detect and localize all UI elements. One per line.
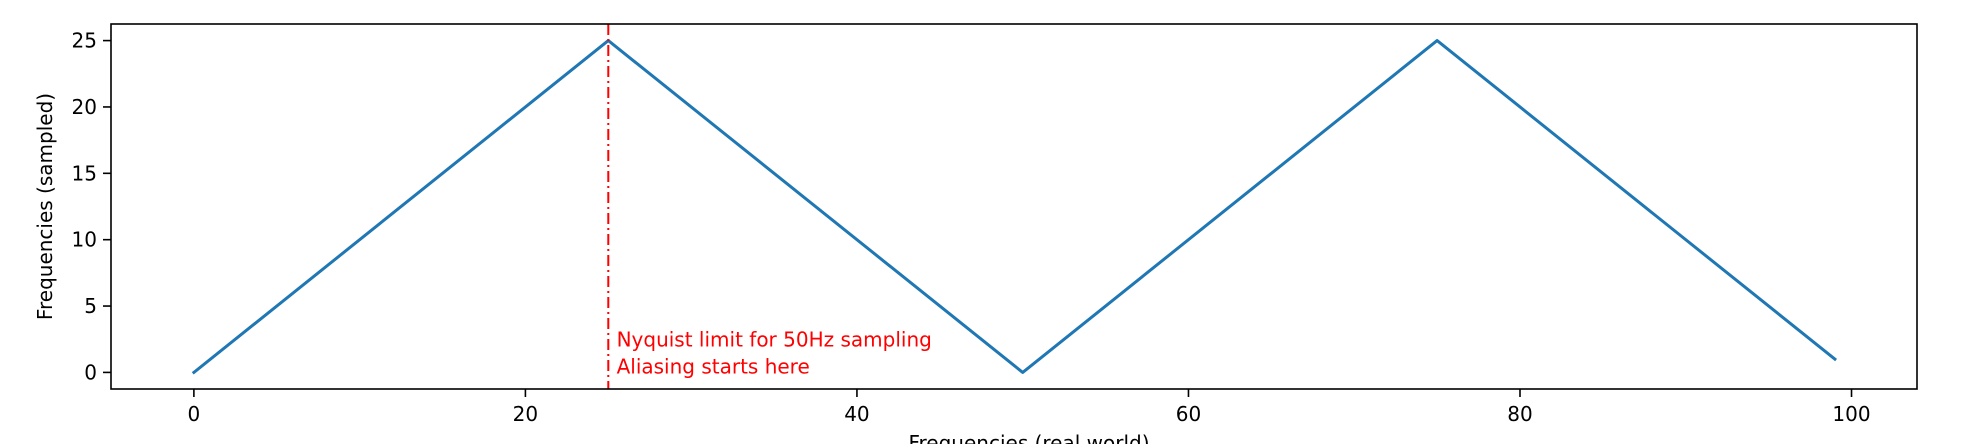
x-tick-label: 20 [513,402,538,426]
x-tick-label: 60 [1176,402,1201,426]
annotation-line: Nyquist limit for 50Hz sampling [617,327,932,351]
plot-frame [110,23,1918,390]
annotation-line: Aliasing starts here [617,354,810,378]
y-tick-label: 15 [72,161,97,185]
y-tick-label: 0 [84,360,97,384]
annotation-layer: Nyquist limit for 50Hz sampling Aliasing … [617,327,932,378]
x-tick-label: 0 [188,402,201,426]
series-line [191,39,1838,375]
series-layer [191,39,1838,375]
ticks-layer: 0 20 40 60 80 100 0 5 10 15 20 25 [72,29,1871,426]
y-axis-label: Frequencies (sampled) [33,93,57,320]
x-tick-label: 100 [1832,402,1870,426]
y-tick-label: 5 [84,294,97,318]
x-axis-label: Frequencies (real world) [908,431,1149,444]
y-tick-label: 20 [72,95,97,119]
x-tick-label: 40 [844,402,869,426]
y-tick-label: 10 [72,228,97,252]
y-tick-label: 25 [72,29,97,53]
x-tick-label: 80 [1507,402,1532,426]
